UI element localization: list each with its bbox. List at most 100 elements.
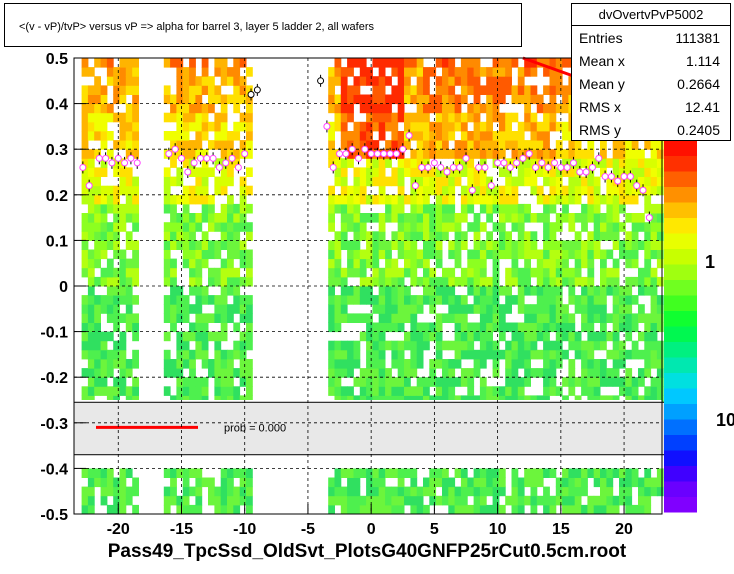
heatmap-cell [378,67,386,77]
heatmap-cell [644,140,652,150]
heatmap-cell [328,194,335,205]
heatmap-cell [442,140,449,150]
heatmap-cell [429,231,437,241]
heatmap-cell [201,349,209,360]
profile-point [557,163,565,171]
heatmap-cell [606,213,614,223]
heatmap-cell [378,85,386,95]
heatmap-cell [391,377,399,387]
heatmap-cell [486,140,493,150]
heatmap-cell [125,276,133,287]
profile-point [601,173,609,181]
heatmap-cell [650,286,658,296]
heatmap-cell [227,94,234,105]
heatmap-cell [498,185,506,196]
heatmap-cell [328,85,335,95]
heatmap-cell [460,267,468,278]
heatmap-cell [429,368,437,378]
heatmap-cell [656,486,664,497]
heatmap-cell [334,158,342,168]
x-tick-label: 20 [615,521,633,538]
heatmap-cell [467,322,475,333]
heatmap-cell [246,94,253,105]
stats-row-entries: Entries 111381 [572,28,730,50]
heatmap-cell [536,313,544,323]
profile-point [595,154,603,162]
heatmap-cell [195,386,203,396]
heatmap-cell [656,377,664,387]
heatmap-cell [650,359,658,369]
heatmap-cell [429,222,437,232]
heatmap-cell [94,167,101,177]
heatmap-cell [429,486,437,497]
heatmap-cell [334,295,342,305]
heatmap-cell [435,58,443,68]
heatmap-cell [176,340,184,351]
profile-point [525,150,533,158]
heatmap-cell [359,231,367,241]
heatmap-cell [195,267,203,278]
heatmap-cell [644,495,652,506]
heatmap-cell [366,140,373,150]
heatmap-cell [100,185,108,196]
heatmap-cell [397,495,405,506]
heatmap-cell [587,340,595,351]
heatmap-cell [650,158,658,168]
heatmap-cell [246,149,253,159]
profile-point [355,154,363,162]
heatmap-cell [378,222,386,232]
heatmap-cell [524,349,531,360]
heatmap-cell [498,203,506,214]
heatmap-cell [517,222,525,232]
heatmap-cell [94,295,101,305]
heatmap-cell [163,295,171,305]
heatmap-cell [87,267,95,278]
heatmap-cell [366,231,373,241]
heatmap-cell [106,58,114,68]
heatmap-cell [397,340,405,351]
heatmap-cell [429,477,437,488]
heatmap-cell [600,286,607,296]
heatmap-cell [423,477,430,488]
heatmap-cell [625,276,633,287]
heatmap-cell [536,477,544,488]
profile-point [196,154,204,162]
heatmap-cell [612,495,620,506]
heatmap-cell [246,112,253,123]
heatmap-cell [195,322,203,333]
heatmap-cell [214,304,222,314]
heatmap-cell [214,504,222,515]
heatmap-cell [492,295,500,305]
heatmap-cell [562,149,569,159]
heatmap-cell [220,185,228,196]
stats-value: 12.41 [684,99,720,115]
heatmap-cell [442,131,449,141]
heatmap-cell [214,112,222,123]
heatmap-cell [125,85,133,95]
heatmap-cell [372,377,380,387]
heatmap-cell [397,112,405,123]
heatmap-cell [81,368,89,378]
heatmap-cell [536,286,544,296]
heatmap-cell [385,386,392,396]
profile-point [133,159,141,167]
heatmap-cell [106,359,114,369]
heatmap-cell [391,203,399,214]
heatmap-cell [638,495,645,506]
heatmap-cell [334,359,342,369]
heatmap-cell [170,213,177,223]
heatmap-cell [479,377,487,387]
heatmap-cell [423,112,430,123]
heatmap-cell [119,121,127,132]
heatmap-cell [132,349,139,360]
heatmap-cell [328,368,335,378]
heatmap-cell [435,495,443,506]
heatmap-cell [473,213,481,223]
heatmap-cell [505,231,512,241]
heatmap-cell [182,349,190,360]
heatmap-cell [549,504,557,515]
heatmap-cell [404,231,411,241]
stats-key: Entries [579,30,623,46]
heatmap-cell [454,94,462,105]
heatmap-cell [454,304,462,314]
